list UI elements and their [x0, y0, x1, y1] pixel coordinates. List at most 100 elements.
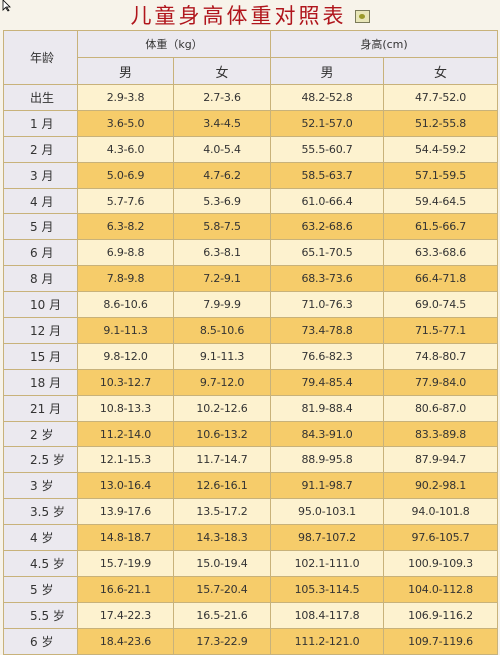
weight-male-cell: 10.3-12.7	[77, 368, 174, 396]
weight-male-cell: 4.3-6.0	[77, 135, 174, 163]
weight-female-cell: 9.7-12.0	[172, 368, 272, 396]
image-icon[interactable]	[354, 9, 370, 23]
height-male-cell: 55.5-60.7	[270, 135, 385, 163]
height-male-cell: 58.5-63.7	[270, 161, 385, 189]
age-cell: 6 月	[3, 239, 78, 267]
weight-header: 体重（kg）	[76, 30, 272, 58]
age-cell: 3 月	[3, 161, 78, 189]
table-row: 3 岁 13.0-16.4 12.6-16.1 91.1-98.7 90.2-98.1	[3, 472, 499, 500]
weight-male-cell: 18.4-23.6	[77, 627, 174, 655]
age-cell: 2 岁	[3, 420, 78, 448]
weight-male-cell: 5.0-6.9	[77, 161, 174, 189]
weight-female-cell: 12.6-16.1	[172, 472, 272, 500]
height-male-cell: 95.0-103.1	[270, 498, 385, 526]
table-row: 2 月 4.3-6.0 4.0-5.4 55.5-60.7 54.4-59.2	[3, 135, 499, 163]
weight-female-cell: 4.7-6.2	[172, 161, 272, 189]
height-male-cell: 71.0-76.3	[270, 291, 385, 319]
height-female-cell: 100.9-109.3	[383, 550, 499, 577]
height-female-cell: 87.9-94.7	[383, 446, 499, 474]
weight-female-cell: 7.9-9.9	[172, 291, 272, 319]
height-female-cell: 74.8-80.7	[383, 342, 499, 370]
height-male-cell: 73.4-78.8	[270, 317, 385, 344]
age-header: 年龄	[3, 30, 78, 85]
table-row: 3.5 岁 13.9-17.6 13.5-17.2 95.0-103.1 94.0-10…	[3, 498, 499, 526]
weight-male-cell: 15.7-19.9	[77, 550, 174, 577]
table-row: 1 月 3.6-5.0 3.4-4.5 52.1-57.0 51.2-55.8	[3, 109, 499, 137]
height-female-cell: 77.9-84.0	[383, 368, 499, 396]
height-female-header: 女	[383, 57, 499, 85]
weight-male-header: 男	[77, 57, 174, 85]
table-row: 2 岁 11.2-14.0 10.6-13.2 84.3-91.0 83.3-89.8	[3, 420, 499, 448]
height-female-cell: 59.4-64.5	[383, 187, 499, 215]
height-female-cell: 63.3-68.6	[383, 239, 499, 267]
height-male-cell: 98.7-107.2	[270, 524, 385, 552]
page-title: 儿童身高体重对照表	[130, 4, 347, 28]
height-female-cell: 54.4-59.2	[383, 135, 499, 163]
weight-male-cell: 6.9-8.8	[77, 239, 174, 267]
weight-male-cell: 2.9-3.8	[77, 84, 174, 111]
table-row: 5 月 6.3-8.2 5.8-7.5 63.2-68.6 61.5-66.7	[3, 213, 499, 241]
height-female-cell: 47.7-52.0	[383, 84, 499, 111]
table-row: 3 月 5.0-6.9 4.7-6.2 58.5-63.7 57.1-59.5	[3, 161, 499, 189]
age-cell: 12 月	[3, 317, 78, 344]
age-cell: 10 月	[3, 291, 78, 319]
height-male-cell: 63.2-68.6	[270, 213, 385, 241]
table-row: 6 岁 18.4-23.6 17.3-22.9 111.2-121.0 109.7-11…	[3, 627, 499, 655]
height-female-cell: 97.6-105.7	[383, 524, 499, 552]
height-female-cell: 57.1-59.5	[383, 161, 499, 189]
weight-female-header: 女	[172, 57, 272, 85]
height-male-cell: 111.2-121.0	[270, 627, 385, 655]
age-cell: 5 岁	[3, 575, 78, 603]
height-male-cell: 81.9-88.4	[270, 394, 385, 422]
weight-male-cell: 3.6-5.0	[77, 109, 174, 137]
weight-female-cell: 7.2-9.1	[172, 265, 272, 293]
height-header: 身高(cm)	[270, 30, 499, 58]
height-female-cell: 66.4-71.8	[383, 265, 499, 293]
weight-male-cell: 12.1-15.3	[77, 446, 174, 474]
height-female-cell: 71.5-77.1	[383, 317, 499, 344]
table-row: 15 月 9.8-12.0 9.1-11.3 76.6-82.3 74.8-80.7	[3, 342, 499, 370]
weight-female-cell: 13.5-17.2	[172, 498, 272, 526]
weight-male-cell: 13.0-16.4	[77, 472, 174, 500]
table-row: 5.5 岁 17.4-22.3 16.5-21.6 108.4-117.8 106.9-…	[3, 601, 499, 629]
weight-female-cell: 6.3-8.1	[172, 239, 272, 267]
table-row: 8 月 7.8-9.8 7.2-9.1 68.3-73.6 66.4-71.8	[3, 265, 499, 293]
weight-female-cell: 5.3-6.9	[172, 187, 272, 215]
age-cell: 15 月	[3, 342, 78, 370]
height-male-cell: 48.2-52.8	[270, 84, 385, 111]
height-female-cell: 94.0-101.8	[383, 498, 499, 526]
age-cell: 18 月	[3, 368, 78, 396]
height-male-cell: 76.6-82.3	[270, 342, 385, 370]
height-female-cell: 83.3-89.8	[383, 420, 499, 448]
weight-male-cell: 8.6-10.6	[77, 291, 174, 319]
title-bar: 儿童身高体重对照表	[0, 0, 500, 30]
height-male-cell: 65.1-70.5	[270, 239, 385, 267]
height-female-cell: 51.2-55.8	[383, 109, 499, 137]
age-cell: 2.5 岁	[3, 446, 78, 474]
height-male-cell: 61.0-66.4	[270, 187, 385, 215]
weight-male-cell: 10.8-13.3	[77, 394, 174, 422]
height-female-cell: 69.0-74.5	[383, 291, 499, 319]
weight-male-cell: 6.3-8.2	[77, 213, 174, 241]
weight-female-cell: 4.0-5.4	[172, 135, 272, 163]
table-body: 出生 2.9-3.8 2.7-3.6 48.2-52.8 47.7-52.0 1 月 3.6…	[3, 84, 499, 655]
height-male-cell: 105.3-114.5	[270, 575, 385, 603]
height-male-cell: 108.4-117.8	[270, 601, 385, 629]
table-row: 4 月 5.7-7.6 5.3-6.9 61.0-66.4 59.4-64.5	[3, 187, 499, 215]
weight-female-cell: 14.3-18.3	[172, 524, 272, 552]
table-row: 出生 2.9-3.8 2.7-3.6 48.2-52.8 47.7-52.0	[3, 84, 499, 111]
height-male-cell: 79.4-85.4	[270, 368, 385, 396]
height-female-cell: 61.5-66.7	[383, 213, 499, 241]
height-male-cell: 84.3-91.0	[270, 420, 385, 448]
height-male-cell: 91.1-98.7	[270, 472, 385, 500]
weight-female-cell: 10.2-12.6	[172, 394, 272, 422]
height-male-cell: 102.1-111.0	[270, 550, 385, 577]
weight-male-cell: 9.8-12.0	[77, 342, 174, 370]
age-cell: 出生	[3, 84, 78, 111]
age-cell: 6 岁	[3, 627, 78, 655]
weight-male-cell: 5.7-7.6	[77, 187, 174, 215]
height-male-cell: 52.1-57.0	[270, 109, 385, 137]
table-row: 4.5 岁 15.7-19.9 15.0-19.4 102.1-111.0 100.9-…	[3, 550, 499, 577]
table-row: 18 月 10.3-12.7 9.7-12.0 79.4-85.4 77.9-84.0	[3, 368, 499, 396]
weight-female-cell: 15.7-20.4	[172, 575, 272, 603]
